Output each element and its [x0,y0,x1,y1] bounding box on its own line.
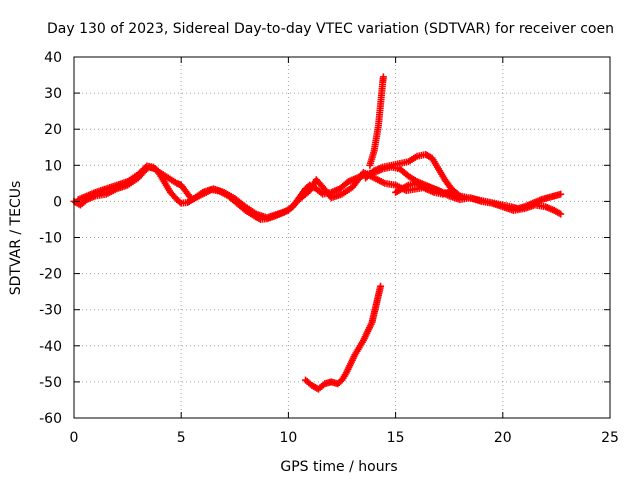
data-point [557,190,565,198]
x-tick-label: 5 [177,430,186,446]
y-tick-label: -10 [39,231,62,247]
y-tick-label: 10 [44,158,62,174]
y-tick-label: -40 [39,339,62,355]
data-point [456,192,464,200]
chart-title: Day 130 of 2023, Sidereal Day-to-day VTE… [47,21,614,37]
y-tick-label: -30 [39,303,62,319]
data-point [302,376,310,384]
y-tick-label: -50 [39,375,62,391]
y-axis-label: SDTVAR / TECUs [8,181,24,296]
x-tick-label: 15 [387,430,405,446]
y-tick-label: -20 [39,267,62,283]
y-tick-label: -60 [39,411,62,427]
x-tick-label: 0 [70,430,79,446]
data-markers [70,73,565,393]
grid-lines [74,57,610,418]
axis-ticks: 0 5 10 15 20 25 -60 -50 -40 -30 -20 -10 0 10 20 30 40 [39,50,619,446]
data-point [379,73,387,81]
y-tick-label: 30 [44,86,62,102]
x-tick-label: 20 [494,430,512,446]
data-point [557,210,565,218]
x-axis-label: GPS time / hours [280,459,397,475]
y-tick-label: 0 [53,194,62,210]
x-tick-label: 25 [601,430,619,446]
y-tick-label: 40 [44,50,62,66]
y-tick-label: 20 [44,122,62,138]
x-tick-label: 10 [279,430,297,446]
